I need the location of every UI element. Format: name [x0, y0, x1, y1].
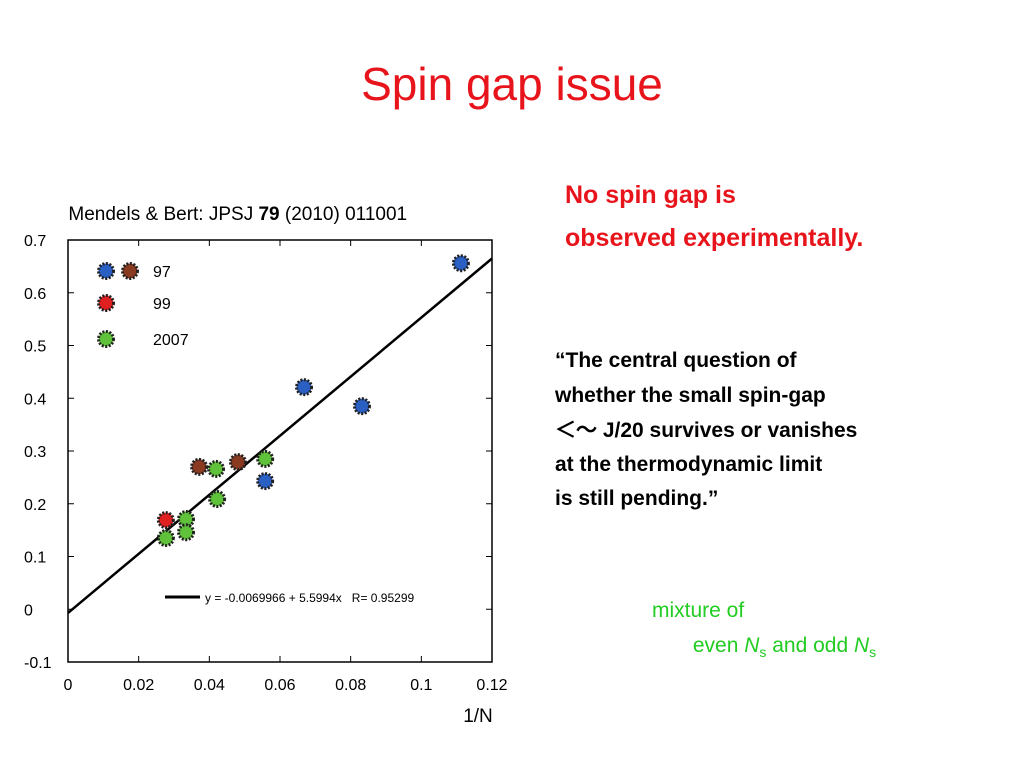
note-subscript: s — [759, 644, 766, 660]
note-subscript: s — [869, 644, 876, 660]
legend-marker — [97, 330, 115, 348]
y-tick-label: 0 — [24, 602, 33, 619]
y-tick-label: 0.3 — [24, 444, 46, 461]
quote-line: whether the small spin-gap — [554, 384, 826, 407]
data-point — [207, 459, 226, 478]
legend-marker — [97, 294, 115, 312]
legend-marker — [97, 262, 115, 280]
citation-volume: 79 — [258, 204, 279, 225]
note-symbol: N — [854, 634, 870, 657]
data-point — [228, 453, 247, 472]
y-tick-label: 0.4 — [24, 391, 46, 408]
citation: Mendels & Bert: JPSJ 79 (2010) 011001 — [42, 204, 423, 225]
chart: 0 0.02 0.04 0.06 0.08 0.1 0.12 -0.1 0 0.1 0.2 0.3 0.… — [24, 233, 508, 727]
y-tick-label: -0.1 — [24, 655, 52, 672]
legend-marker — [121, 262, 139, 280]
data-point — [256, 472, 275, 491]
quote-line: ＜～ J/20 survives or vanishes — [555, 419, 857, 442]
x-tick-label: 0.08 — [335, 677, 366, 694]
y-tick-label: 0.7 — [24, 233, 46, 250]
data-point — [208, 490, 227, 509]
legend-label: 97 — [153, 264, 171, 281]
x-tick-label: 0.1 — [410, 677, 432, 694]
note-line: mixture of — [652, 599, 744, 622]
slide-title: Spin gap issue — [361, 58, 663, 110]
note-line: even Ns and odd Ns — [652, 634, 905, 662]
x-tick-label: 0.06 — [264, 677, 295, 694]
quote-line: is still pending.” — [555, 487, 718, 510]
legend-label: 2007 — [153, 332, 189, 349]
fit-line — [67, 257, 493, 614]
quote-line: at the thermodynamic limit — [555, 453, 822, 476]
x-axis-label: 1/N — [463, 706, 493, 727]
data-point — [156, 511, 175, 530]
x-tick-label: 0.12 — [476, 677, 507, 694]
x-tick-label: 0.04 — [194, 677, 225, 694]
headline: No spin gap is observed experimentally. — [565, 181, 863, 252]
y-tick-label: 0.1 — [24, 550, 46, 567]
data-point — [256, 449, 275, 468]
data-point — [190, 457, 209, 476]
data-point — [156, 529, 175, 548]
quote-line: “The central question of — [555, 349, 798, 372]
x-tick-label: 0 — [64, 677, 73, 694]
note-symbol: N — [744, 634, 760, 657]
data-point — [352, 397, 371, 416]
data-point — [295, 378, 314, 397]
y-tick-label: 0.6 — [24, 286, 46, 303]
headline-line: observed experimentally. — [565, 224, 863, 252]
y-tick-label: 0.2 — [24, 497, 46, 514]
citation-part: Mendels & Bert: JPSJ — [68, 204, 258, 225]
note-part: even — [693, 634, 744, 657]
data-point — [451, 254, 470, 273]
citation-part: (2010) 011001 — [280, 204, 407, 225]
fit-label: y = -0.0069966 + 5.5994x R= 0.95299 — [205, 591, 414, 605]
quote: “The central question of whether the sma… — [554, 349, 857, 510]
headline-line: No spin gap is — [565, 181, 736, 209]
y-tick-label: 0.5 — [24, 339, 46, 356]
note-part: and odd — [766, 634, 854, 657]
data-point — [177, 523, 196, 542]
legend-label: 99 — [153, 296, 171, 313]
note: mixture of even Ns and odd Ns — [652, 599, 905, 662]
x-tick-label: 0.02 — [123, 677, 154, 694]
